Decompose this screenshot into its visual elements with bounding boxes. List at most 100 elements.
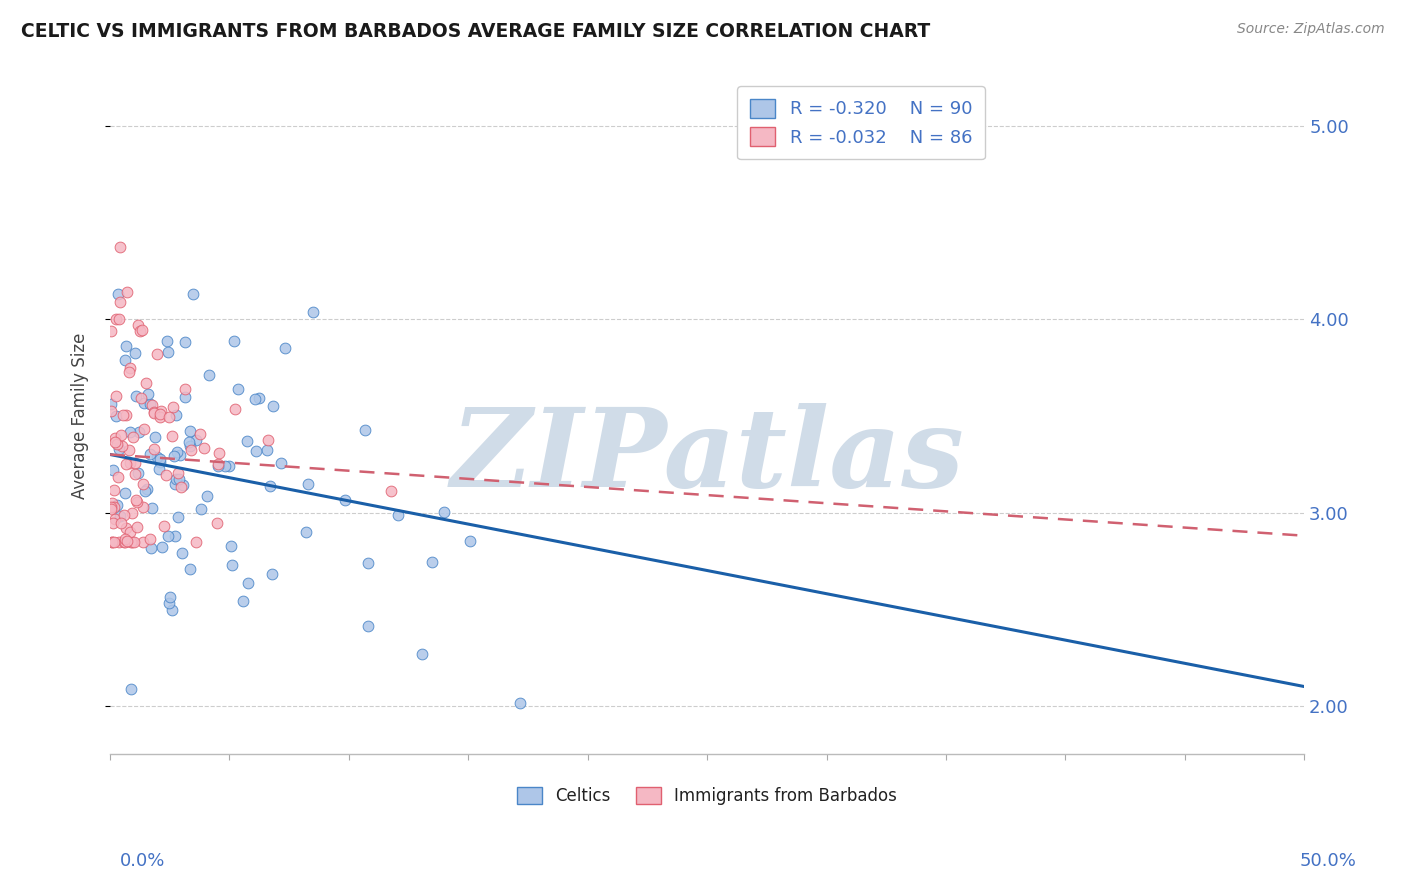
- Point: [138, 386, 160, 401]
- Point: [118, 525, 141, 540]
- Point: [141, 500, 163, 515]
- Point: [107, 498, 129, 512]
- Point: [155, 467, 177, 482]
- Point: [143, 405, 166, 419]
- Point: [333, 493, 356, 508]
- Point: [166, 444, 188, 458]
- Point: [162, 401, 184, 415]
- Point: [190, 502, 212, 516]
- Point: [114, 457, 136, 471]
- Point: [125, 495, 148, 509]
- Point: [104, 431, 127, 445]
- Point: [114, 521, 136, 535]
- Point: [159, 590, 181, 604]
- Point: [156, 529, 179, 543]
- Point: [132, 395, 155, 409]
- Point: [208, 446, 231, 460]
- Point: [134, 422, 156, 436]
- Point: [132, 477, 155, 491]
- Point: [245, 444, 267, 458]
- Point: [165, 472, 187, 486]
- Point: [387, 508, 409, 523]
- Point: [112, 534, 135, 549]
- Point: [207, 458, 229, 472]
- Point: [120, 534, 142, 549]
- Point: [274, 341, 297, 355]
- Point: [118, 443, 141, 458]
- Point: [146, 347, 169, 361]
- Point: [125, 492, 148, 507]
- Point: [221, 558, 243, 573]
- Point: [160, 602, 183, 616]
- Point: [224, 402, 246, 417]
- Point: [179, 435, 201, 450]
- Point: [207, 459, 229, 474]
- Point: [112, 508, 135, 522]
- Point: [100, 324, 122, 338]
- Point: [120, 456, 142, 470]
- Point: [148, 461, 170, 475]
- Point: [172, 478, 194, 492]
- Point: [110, 295, 132, 310]
- Point: [173, 334, 195, 349]
- Point: [166, 466, 188, 480]
- Point: [173, 382, 195, 396]
- Point: [184, 433, 207, 447]
- Point: [173, 390, 195, 404]
- Point: [122, 430, 145, 444]
- Point: [107, 287, 129, 301]
- Point: [117, 533, 139, 548]
- Point: [120, 681, 142, 696]
- Point: [124, 456, 146, 470]
- Point: [103, 534, 125, 549]
- Point: [163, 477, 186, 491]
- Point: [143, 430, 166, 444]
- Point: [218, 458, 240, 473]
- Point: [104, 512, 127, 526]
- Point: [179, 439, 201, 453]
- Point: [110, 509, 132, 524]
- Point: [149, 409, 172, 424]
- Point: [166, 510, 188, 524]
- Point: [357, 556, 380, 570]
- Point: [124, 346, 146, 360]
- Point: [101, 463, 124, 477]
- Point: [188, 427, 211, 442]
- Point: [121, 506, 143, 520]
- Text: ZIPatlas: ZIPatlas: [450, 402, 965, 510]
- Point: [135, 483, 157, 497]
- Point: [128, 324, 150, 338]
- Point: [153, 519, 176, 533]
- Point: [112, 409, 135, 423]
- Point: [149, 451, 172, 466]
- Point: [226, 383, 249, 397]
- Point: [163, 529, 186, 543]
- Point: [160, 429, 183, 443]
- Point: [259, 478, 281, 492]
- Point: [111, 439, 134, 453]
- Point: [110, 427, 132, 442]
- Point: [235, 434, 257, 448]
- Point: [105, 436, 128, 450]
- Point: [170, 546, 193, 560]
- Point: [458, 534, 481, 549]
- Point: [142, 442, 165, 457]
- Point: [380, 484, 402, 499]
- Point: [114, 486, 136, 500]
- Point: [122, 534, 145, 549]
- Point: [238, 576, 260, 591]
- Point: [127, 466, 149, 480]
- Point: [186, 534, 208, 549]
- Point: [157, 596, 180, 610]
- Point: [294, 525, 316, 540]
- Legend: Celtics, Immigrants from Barbados: Celtics, Immigrants from Barbados: [509, 779, 905, 814]
- Point: [245, 392, 267, 406]
- Text: Source: ZipAtlas.com: Source: ZipAtlas.com: [1237, 22, 1385, 37]
- Point: [125, 389, 148, 403]
- Point: [179, 424, 201, 438]
- Point: [110, 516, 132, 531]
- Point: [117, 285, 139, 300]
- Point: [150, 404, 173, 418]
- Point: [118, 425, 141, 439]
- Point: [420, 555, 443, 569]
